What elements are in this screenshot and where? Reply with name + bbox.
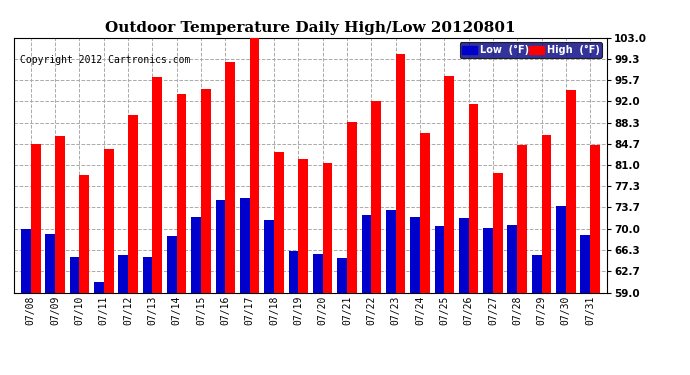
Bar: [264, 220, 274, 292]
Bar: [55, 136, 65, 292]
Bar: [226, 62, 235, 292]
Bar: [556, 206, 566, 292]
Bar: [435, 226, 444, 292]
Bar: [104, 149, 114, 292]
Bar: [420, 133, 430, 292]
Bar: [566, 90, 575, 292]
Text: Copyright 2012 Cartronics.com: Copyright 2012 Cartronics.com: [20, 56, 190, 65]
Bar: [143, 257, 152, 292]
Bar: [250, 38, 259, 292]
Bar: [216, 200, 226, 292]
Bar: [119, 255, 128, 292]
Bar: [201, 89, 210, 292]
Bar: [313, 254, 323, 292]
Bar: [483, 228, 493, 292]
Bar: [580, 234, 590, 292]
Bar: [386, 210, 395, 292]
Bar: [94, 282, 104, 292]
Bar: [337, 258, 347, 292]
Bar: [590, 145, 600, 292]
Bar: [493, 172, 502, 292]
Bar: [70, 256, 79, 292]
Bar: [362, 215, 371, 292]
Bar: [21, 229, 31, 292]
Bar: [507, 225, 518, 292]
Bar: [128, 115, 138, 292]
Bar: [167, 236, 177, 292]
Bar: [288, 251, 298, 292]
Bar: [191, 217, 201, 292]
Bar: [469, 104, 478, 292]
Bar: [459, 218, 469, 292]
Bar: [274, 152, 284, 292]
Bar: [79, 175, 89, 292]
Bar: [371, 101, 381, 292]
Bar: [323, 163, 333, 292]
Bar: [347, 122, 357, 292]
Bar: [395, 54, 405, 292]
Bar: [46, 234, 55, 292]
Bar: [177, 94, 186, 292]
Bar: [240, 198, 250, 292]
Legend: Low  (°F), High  (°F): Low (°F), High (°F): [460, 42, 602, 58]
Bar: [298, 159, 308, 292]
Bar: [444, 76, 454, 292]
Title: Outdoor Temperature Daily High/Low 20120801: Outdoor Temperature Daily High/Low 20120…: [105, 21, 516, 35]
Bar: [542, 135, 551, 292]
Bar: [532, 255, 542, 292]
Bar: [518, 145, 527, 292]
Bar: [411, 217, 420, 292]
Bar: [152, 77, 162, 292]
Bar: [31, 144, 41, 292]
